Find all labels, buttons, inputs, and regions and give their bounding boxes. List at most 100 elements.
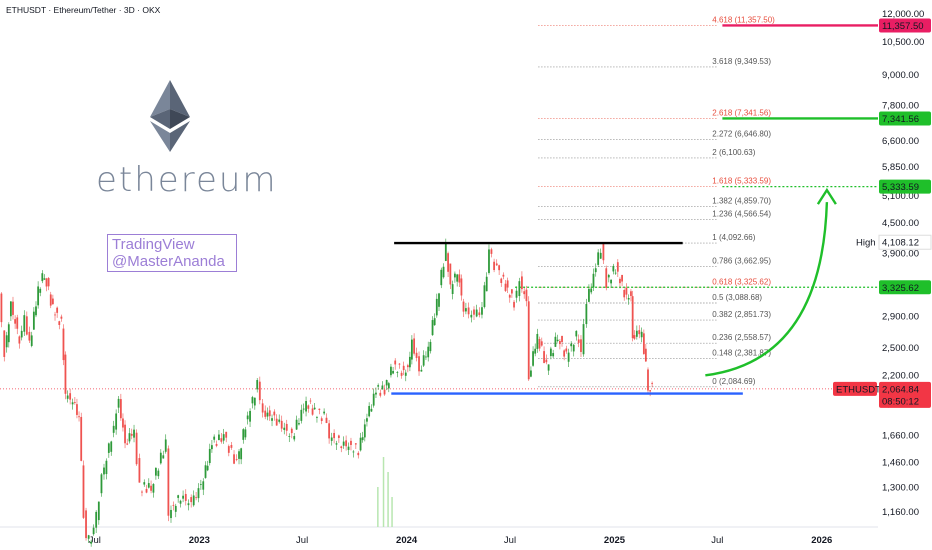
candle-body xyxy=(462,301,465,312)
candle-body xyxy=(402,365,405,371)
candle-body xyxy=(240,448,243,460)
candle-body xyxy=(408,356,411,368)
candle-body xyxy=(37,286,40,306)
candle-body xyxy=(253,397,256,406)
candle-body xyxy=(602,243,605,261)
candle-body xyxy=(649,390,652,392)
candle-body xyxy=(398,363,401,365)
candle-body xyxy=(266,412,269,417)
candle-body xyxy=(534,348,537,354)
candle-body xyxy=(394,360,397,365)
candle-body xyxy=(138,458,141,483)
candle-body xyxy=(141,491,143,493)
y-tick-label: 7,800.00 xyxy=(882,101,919,112)
candle-body xyxy=(170,509,172,519)
candle-body xyxy=(504,283,507,291)
candle-body xyxy=(594,268,597,273)
current-price-tag xyxy=(879,381,931,408)
candle-body xyxy=(164,439,167,452)
y-tick-label: 1,660.00 xyxy=(882,430,919,441)
candle-body xyxy=(610,279,612,284)
candle-body xyxy=(597,252,600,265)
arrow-head xyxy=(816,187,837,205)
candle-body xyxy=(644,348,647,362)
candle-body xyxy=(47,278,50,287)
candle-body xyxy=(85,510,87,539)
candle-body xyxy=(199,484,202,485)
candle-body xyxy=(103,467,105,475)
candle-body xyxy=(366,418,368,422)
candle-body xyxy=(556,339,559,342)
candle-body xyxy=(570,343,573,347)
candle-body xyxy=(558,341,561,345)
y-tick-label: 5,100.00 xyxy=(882,191,919,202)
candle-body xyxy=(119,399,122,419)
x-tick-label: 2025 xyxy=(604,535,626,546)
symbol-label: ETHUSDT xyxy=(836,384,881,395)
candle-body xyxy=(588,288,590,302)
candle-body xyxy=(41,273,44,282)
y-tick-label: 9,000.00 xyxy=(882,70,919,81)
candle-body xyxy=(162,455,165,459)
candle-body xyxy=(87,535,90,539)
volume-bar xyxy=(377,487,379,527)
candle-body xyxy=(404,372,407,376)
candle-body xyxy=(78,416,80,418)
candle-body xyxy=(325,417,328,423)
candle-body xyxy=(218,434,220,441)
tag-5333 xyxy=(879,179,931,194)
candle-body xyxy=(502,274,505,277)
candle-body xyxy=(100,474,103,494)
candle-body xyxy=(215,444,218,446)
y-tick-label: 2,500.00 xyxy=(882,343,919,354)
candle-body xyxy=(147,483,150,488)
candle-body xyxy=(23,315,26,332)
candle-body xyxy=(433,318,436,326)
candle-body xyxy=(150,485,152,491)
candle-body xyxy=(350,440,352,445)
candle-body xyxy=(438,293,440,307)
candle-body xyxy=(235,459,238,461)
candle-body xyxy=(413,338,416,354)
candle-body xyxy=(500,278,503,283)
candle-body xyxy=(32,311,35,330)
x-tick-label: 2023 xyxy=(189,535,210,546)
candle-body xyxy=(271,418,273,421)
candle-body xyxy=(372,393,375,406)
candle-body xyxy=(488,249,490,273)
candle-body xyxy=(288,436,291,437)
candle-body xyxy=(128,433,131,442)
candle-body xyxy=(498,265,501,271)
candle-body xyxy=(640,331,643,338)
tag-11357-label: 11,357.50 xyxy=(882,21,924,32)
fib-level-label: 0.5 (3,088.68) xyxy=(712,293,762,302)
x-tick-label: Jul xyxy=(711,535,723,546)
y-tick-label: 1,460.00 xyxy=(882,458,919,469)
countdown-label: 08:50:12 xyxy=(882,396,919,407)
candle-body xyxy=(387,383,390,389)
candle-body xyxy=(202,481,205,490)
candle-body xyxy=(246,415,249,420)
candle-body xyxy=(249,410,251,422)
candle-body xyxy=(525,289,528,302)
candle-body xyxy=(311,408,314,415)
candle-body xyxy=(368,405,371,417)
candle-body xyxy=(5,335,8,348)
candle-body xyxy=(575,330,578,337)
candle-body xyxy=(105,460,108,475)
x-tick-label: Jul xyxy=(296,535,308,546)
candle-body xyxy=(431,320,434,336)
candle-body xyxy=(506,280,509,288)
candle-body xyxy=(456,274,459,282)
candle-body xyxy=(513,301,515,308)
candle-body xyxy=(283,427,286,430)
current-price-label: 2,064.84 xyxy=(882,384,919,395)
candle-body xyxy=(177,495,180,498)
candle-body xyxy=(390,366,392,376)
candle-body xyxy=(197,488,200,499)
candle-body xyxy=(20,330,23,338)
y-tick-label: 12,000.00 xyxy=(882,9,924,20)
candle-body xyxy=(442,266,445,278)
candle-body xyxy=(275,418,278,426)
